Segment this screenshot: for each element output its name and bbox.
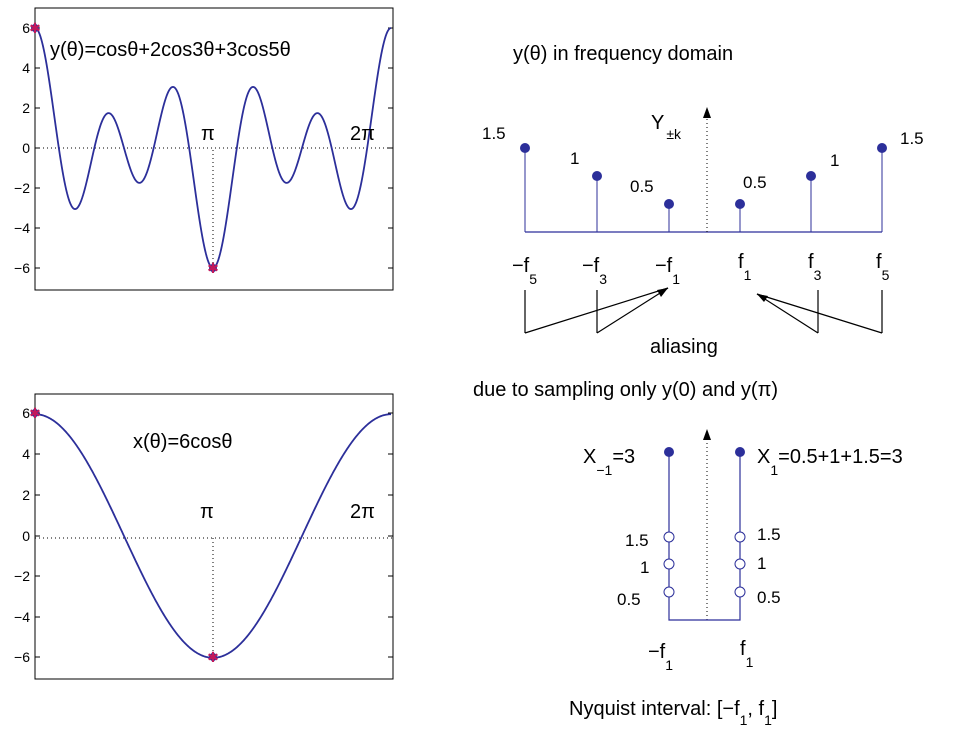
freq-label-neg-f3: −f3 (582, 255, 607, 287)
bottom-yticks: 6 4 2 0 −2 −4 −6 (14, 405, 393, 665)
stack-label-left: 0.5 (617, 590, 641, 609)
top-plot-frame (34, 7, 394, 291)
star-icon: ✱ (29, 405, 41, 421)
sampling-note: due to sampling only y(0) and y(π) (473, 379, 778, 401)
spectrum-stem-f3 (806, 171, 816, 232)
top-yticks: 6 4 2 0 −2 −4 −6 (14, 20, 393, 276)
top-2pi-label: 2π (350, 123, 375, 145)
stack-label-right: 1.5 (757, 525, 781, 544)
frequency-spectrum: y(θ) in frequency domain Y ±k (482, 43, 924, 287)
aliased-component-marker (663, 558, 675, 570)
stem-value-label: 1 (570, 149, 579, 168)
stack-label-right: 0.5 (757, 588, 781, 607)
top-ytick-6: 6 (22, 20, 30, 36)
nyquist-interval-label: Nyquist interval: [−f1, f1] (569, 698, 777, 728)
star-icon: ✱ (207, 649, 219, 665)
up-arrow-icon (703, 429, 711, 440)
stem-marker-left (664, 447, 674, 457)
bottom-2pi-label: 2π (350, 501, 375, 523)
spectrum-title: y(θ) in frequency domain (513, 43, 733, 65)
stack-label-left: 1.5 (625, 531, 649, 550)
aliased-spectrum: 1.5 1 0.5 1.5 1 0.5 X−1=3 X1=0.5+1+1.5=3… (583, 429, 903, 673)
bottom-ytick-m2: −2 (14, 568, 30, 584)
bottom-ytick-4: 4 (22, 446, 30, 462)
aliasing-label: aliasing (650, 336, 718, 358)
arrow-head-icon (657, 288, 668, 297)
top-pi-label: π (201, 123, 215, 145)
spectrum-stem-neg-f5 (520, 143, 530, 232)
stem-value-label: 1 (830, 151, 839, 170)
stem-value-label: 0.5 (743, 173, 767, 192)
top-ytick-4: 4 (22, 60, 30, 76)
top-time-plot: 6 4 2 0 −2 −4 −6 ✱ ✱ y(θ)=cosθ+2cos3θ+3c… (14, 7, 394, 291)
freq-label-f3: f3 (808, 251, 822, 283)
aliased-component-marker (734, 531, 746, 543)
spectrum-stem-f5 (877, 143, 887, 232)
top-sample-marker-0: ✱ (29, 20, 41, 36)
aliased-component-marker (663, 531, 675, 543)
stack-label-right: 1 (757, 554, 766, 573)
aliased-component-marker (734, 586, 746, 598)
x-minus-1-label: X−1=3 (583, 446, 635, 478)
stem-value-label: 0.5 (630, 177, 654, 196)
stem-marker-right (735, 447, 745, 457)
stack-label-left: 1 (640, 558, 649, 577)
freq-label-neg-f1: −f1 (655, 255, 680, 287)
up-arrow-icon (703, 107, 711, 118)
x-1-label: X1=0.5+1+1.5=3 (757, 446, 903, 478)
freq-label-neg-f5: −f5 (512, 255, 537, 287)
aliasing-arrows: aliasing (524, 287, 883, 358)
bottom-ytick-2: 2 (22, 487, 30, 503)
top-ytick-m4: −4 (14, 220, 30, 236)
bottom-time-plot: 6 4 2 0 −2 −4 −6 ✱ ✱ x(θ)=6cosθ π 2π (14, 393, 394, 680)
stem-value-label: 1.5 (482, 124, 506, 143)
bottom-ytick-m6: −6 (14, 649, 30, 665)
spectrum-stem-neg-f1 (664, 199, 674, 232)
top-curve (34, 27, 392, 269)
top-formula: y(θ)=cosθ+2cos3θ+3cos5θ (50, 39, 291, 61)
aliased-freq-neg-f1: −f1 (648, 641, 673, 673)
top-ytick-0: 0 (22, 140, 30, 156)
freq-label-f1: f1 (738, 251, 752, 283)
top-ytick-2: 2 (22, 100, 30, 116)
bottom-sample-marker-pi: ✱ (207, 649, 219, 665)
top-ytick-m2: −2 (14, 180, 30, 196)
aliased-freq-f1: f1 (740, 638, 754, 670)
spectrum-stem-neg-f3 (592, 171, 602, 232)
top-ytick-m6: −6 (14, 260, 30, 276)
spectrum-stem-f1 (735, 199, 745, 232)
spectrum-axis-label: Y ±k (651, 112, 682, 142)
bottom-sample-marker-0: ✱ (29, 405, 41, 421)
bottom-ytick-0: 0 (22, 528, 30, 544)
stem-value-label: 1.5 (900, 129, 924, 148)
bottom-formula: x(θ)=6cosθ (133, 431, 233, 453)
bottom-ytick-6: 6 (22, 405, 30, 421)
freq-label-f5: f5 (876, 251, 890, 283)
aliased-stems (668, 452, 741, 621)
bottom-pi-label: π (200, 501, 214, 523)
arrow-head-icon (757, 294, 768, 302)
top-sample-marker-pi: ✱ (207, 260, 219, 276)
bottom-ytick-m4: −4 (14, 609, 30, 625)
aliased-component-marker (734, 558, 746, 570)
star-icon: ✱ (29, 20, 41, 36)
star-icon: ✱ (207, 260, 219, 276)
aliased-component-marker (663, 586, 675, 598)
